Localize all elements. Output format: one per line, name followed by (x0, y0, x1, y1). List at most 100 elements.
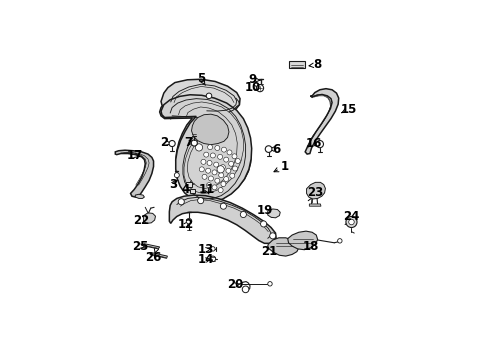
Circle shape (206, 183, 212, 188)
Text: 12: 12 (178, 218, 194, 231)
Text: 4: 4 (182, 183, 190, 195)
Circle shape (346, 216, 357, 228)
Circle shape (218, 154, 222, 159)
Circle shape (215, 178, 220, 183)
Circle shape (316, 140, 323, 148)
Text: 19: 19 (257, 204, 273, 217)
Circle shape (261, 221, 267, 227)
Circle shape (218, 167, 222, 172)
Circle shape (223, 157, 229, 162)
Text: 18: 18 (303, 240, 319, 253)
Circle shape (219, 173, 223, 177)
Polygon shape (161, 79, 240, 118)
Circle shape (169, 140, 175, 147)
Circle shape (210, 256, 216, 262)
Polygon shape (170, 195, 276, 243)
Polygon shape (144, 213, 155, 223)
Text: 9: 9 (248, 73, 257, 86)
Circle shape (214, 162, 219, 167)
Text: 22: 22 (133, 213, 149, 226)
Text: 23: 23 (307, 186, 323, 199)
Polygon shape (160, 95, 251, 202)
Circle shape (201, 159, 206, 164)
Circle shape (220, 165, 225, 170)
Circle shape (217, 166, 224, 173)
Polygon shape (150, 252, 168, 258)
Text: 20: 20 (227, 278, 244, 291)
Circle shape (349, 219, 354, 225)
Circle shape (211, 247, 215, 251)
Circle shape (197, 198, 204, 204)
Circle shape (191, 140, 197, 146)
Circle shape (268, 282, 272, 286)
Polygon shape (143, 244, 160, 249)
Text: 2: 2 (160, 136, 168, 149)
Circle shape (270, 233, 276, 239)
Text: 21: 21 (261, 245, 277, 258)
Circle shape (221, 181, 226, 186)
Polygon shape (161, 95, 252, 203)
Circle shape (338, 239, 342, 243)
Circle shape (186, 219, 192, 224)
Circle shape (240, 211, 246, 217)
Circle shape (230, 173, 235, 178)
Text: 7: 7 (184, 136, 192, 149)
Circle shape (178, 199, 184, 205)
Circle shape (223, 176, 229, 181)
Polygon shape (305, 89, 339, 154)
Text: 8: 8 (314, 58, 322, 71)
Circle shape (196, 145, 201, 150)
Text: 26: 26 (146, 251, 162, 264)
Circle shape (207, 161, 212, 166)
Text: 24: 24 (343, 210, 360, 223)
Text: 16: 16 (306, 137, 322, 150)
Text: 5: 5 (197, 72, 205, 85)
Text: 14: 14 (198, 253, 215, 266)
Text: 3: 3 (169, 178, 177, 191)
Circle shape (212, 185, 217, 190)
Circle shape (220, 203, 226, 209)
Text: 11: 11 (198, 183, 215, 196)
Circle shape (233, 166, 238, 171)
Circle shape (227, 150, 232, 155)
Circle shape (208, 176, 214, 181)
Circle shape (226, 168, 231, 173)
Polygon shape (290, 61, 305, 68)
Text: 1: 1 (280, 160, 289, 173)
Circle shape (232, 154, 237, 159)
Circle shape (235, 158, 240, 163)
Polygon shape (190, 189, 195, 193)
Circle shape (221, 147, 226, 152)
Circle shape (218, 188, 223, 193)
Circle shape (206, 168, 211, 173)
Polygon shape (135, 194, 145, 198)
Text: 6: 6 (272, 143, 280, 156)
Text: 10: 10 (245, 81, 261, 94)
Text: 15: 15 (341, 103, 357, 116)
Polygon shape (268, 209, 280, 218)
Circle shape (208, 145, 213, 150)
Circle shape (229, 161, 234, 166)
Polygon shape (186, 182, 193, 187)
Polygon shape (115, 150, 153, 197)
Circle shape (242, 286, 249, 293)
Text: 13: 13 (198, 243, 214, 256)
Circle shape (174, 173, 179, 177)
Circle shape (256, 85, 264, 92)
Circle shape (199, 167, 204, 172)
Polygon shape (307, 183, 325, 199)
Circle shape (212, 170, 217, 175)
Circle shape (204, 152, 209, 157)
Circle shape (215, 145, 220, 150)
Circle shape (196, 144, 203, 151)
Polygon shape (288, 231, 318, 250)
Circle shape (265, 146, 272, 152)
Text: 17: 17 (126, 149, 143, 162)
Circle shape (202, 174, 207, 179)
Text: 25: 25 (132, 240, 148, 253)
Circle shape (210, 153, 216, 158)
Polygon shape (192, 114, 229, 145)
Circle shape (206, 93, 212, 99)
Polygon shape (309, 204, 321, 206)
Polygon shape (268, 238, 299, 256)
